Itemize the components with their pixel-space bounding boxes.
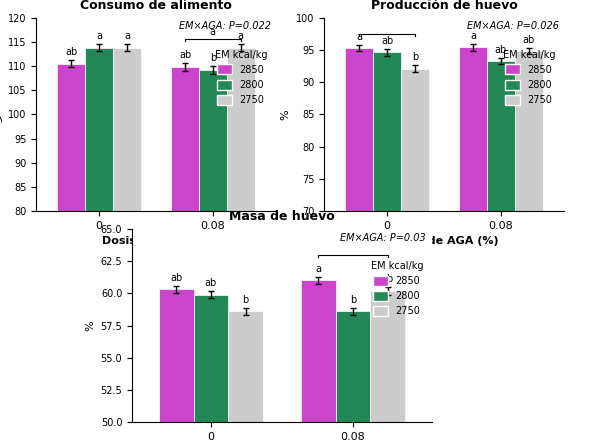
Bar <box>171 67 199 440</box>
Y-axis label: g/d: g/d <box>0 106 2 123</box>
Bar <box>159 290 194 440</box>
Text: a: a <box>210 27 216 37</box>
Bar <box>194 295 229 440</box>
Legend: 2850, 2800, 2750: 2850, 2800, 2750 <box>367 257 427 320</box>
Text: a: a <box>470 31 476 41</box>
Text: EM×AGA: P=0.03: EM×AGA: P=0.03 <box>340 233 426 243</box>
Bar <box>229 312 263 440</box>
Text: b: b <box>412 52 418 62</box>
Text: ab: ab <box>205 278 217 288</box>
Y-axis label: %: % <box>85 320 95 331</box>
X-axis label: Dosis de AGA (%): Dosis de AGA (%) <box>389 236 499 246</box>
Bar <box>227 48 254 440</box>
Bar <box>113 48 141 440</box>
Text: a: a <box>96 31 102 41</box>
Text: b: b <box>350 295 356 304</box>
Bar <box>335 312 370 440</box>
Legend: 2850, 2800, 2750: 2850, 2800, 2750 <box>499 46 559 109</box>
Text: a: a <box>356 32 362 42</box>
Text: ab: ab <box>495 45 507 55</box>
Title: Producción de huevo: Producción de huevo <box>371 0 517 12</box>
Bar <box>487 61 515 440</box>
Bar <box>373 52 401 440</box>
Text: b: b <box>242 295 249 304</box>
Y-axis label: %: % <box>280 109 290 120</box>
Bar <box>370 291 405 440</box>
Text: a: a <box>316 264 322 274</box>
Text: a: a <box>238 31 244 41</box>
Bar <box>85 48 113 440</box>
Bar <box>515 51 542 440</box>
Text: ab: ab <box>179 50 191 60</box>
X-axis label: Dosis de AGA (%): Dosis de AGA (%) <box>101 236 211 246</box>
Text: b: b <box>210 53 216 63</box>
Text: ab: ab <box>382 274 394 284</box>
Bar <box>401 69 429 440</box>
Text: ab: ab <box>170 273 182 282</box>
Text: ab: ab <box>523 35 535 45</box>
Text: a: a <box>124 31 130 41</box>
Bar <box>199 70 227 440</box>
Bar <box>58 64 85 440</box>
Title: Masa de huevo: Masa de huevo <box>229 210 335 224</box>
Title: Consumo de alimento: Consumo de alimento <box>80 0 232 12</box>
Text: ab: ab <box>65 47 77 57</box>
Legend: 2850, 2800, 2750: 2850, 2800, 2750 <box>211 46 271 109</box>
Bar <box>301 280 335 440</box>
Text: EM×AGA: P=0.026: EM×AGA: P=0.026 <box>467 22 559 32</box>
Bar <box>459 47 487 440</box>
Text: EM×AGA: P=0.022: EM×AGA: P=0.022 <box>179 22 271 32</box>
Text: ab: ab <box>381 37 393 46</box>
Bar <box>346 48 373 440</box>
